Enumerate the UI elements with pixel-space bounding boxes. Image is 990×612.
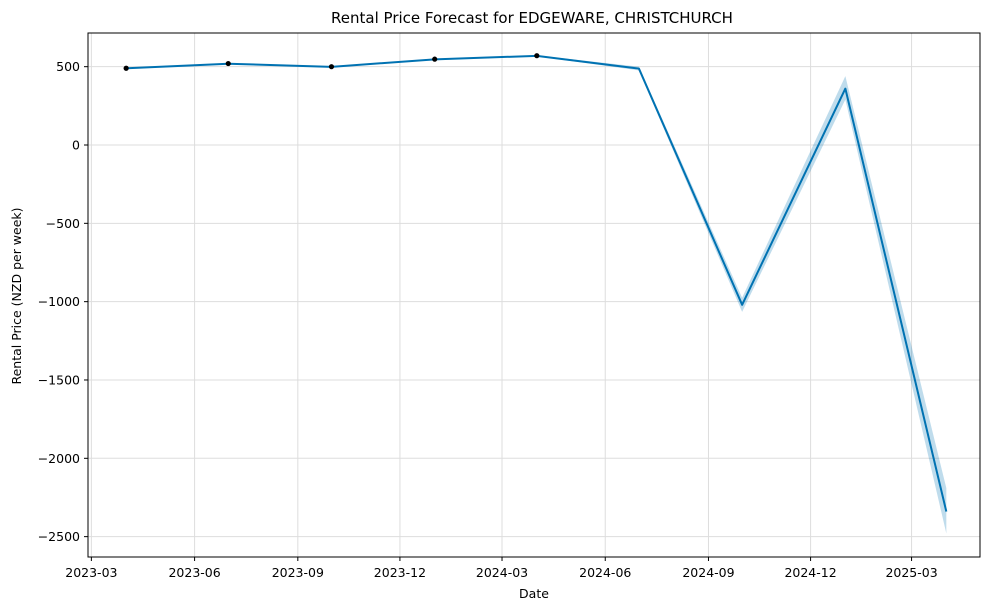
observed-point: [432, 56, 438, 62]
y-tick-label: 500: [56, 59, 80, 74]
observed-point: [123, 65, 129, 71]
x-tick-label: 2024-09: [682, 565, 734, 580]
x-tick-label: 2025-03: [885, 565, 937, 580]
x-axis-title: Date: [519, 586, 549, 601]
uncertainty-band: [126, 55, 947, 534]
y-tick-label: −500: [46, 216, 80, 231]
x-tick-label: 2023-12: [374, 565, 426, 580]
observed-points: [123, 53, 540, 71]
y-tick-label: 0: [72, 138, 80, 153]
y-tick-label: −1500: [38, 372, 80, 387]
y-axis-ticks: 500 0 −500 −1000 −1500 −2000 −2500: [38, 59, 88, 544]
x-tick-label: 2024-12: [784, 565, 836, 580]
x-tick-label: 2024-06: [579, 565, 631, 580]
observed-point: [534, 53, 540, 59]
plot-frame: [87, 32, 981, 558]
y-tick-label: −2000: [38, 451, 80, 466]
x-axis-ticks: 2023-03 2023-06 2023-09 2023-12 2024-03 2024-…: [65, 557, 938, 580]
observed-point: [225, 60, 231, 67]
x-tick-label: 2023-09: [272, 565, 324, 580]
x-tick-label: 2023-06: [168, 565, 220, 580]
confidence-band: [126, 55, 947, 534]
y-axis-title: Rental Price (NZD per week): [9, 207, 24, 384]
observed-point: [328, 64, 335, 70]
grid-lines: [88, 33, 980, 557]
chart-title: Rental Price Forecast for EDGEWARE, CHRI…: [331, 9, 733, 27]
x-tick-label: 2024-03: [476, 565, 528, 580]
x-tick-label: 2023-03: [65, 565, 117, 580]
y-tick-label: −2500: [38, 529, 80, 544]
y-tick-label: −1000: [38, 294, 80, 309]
